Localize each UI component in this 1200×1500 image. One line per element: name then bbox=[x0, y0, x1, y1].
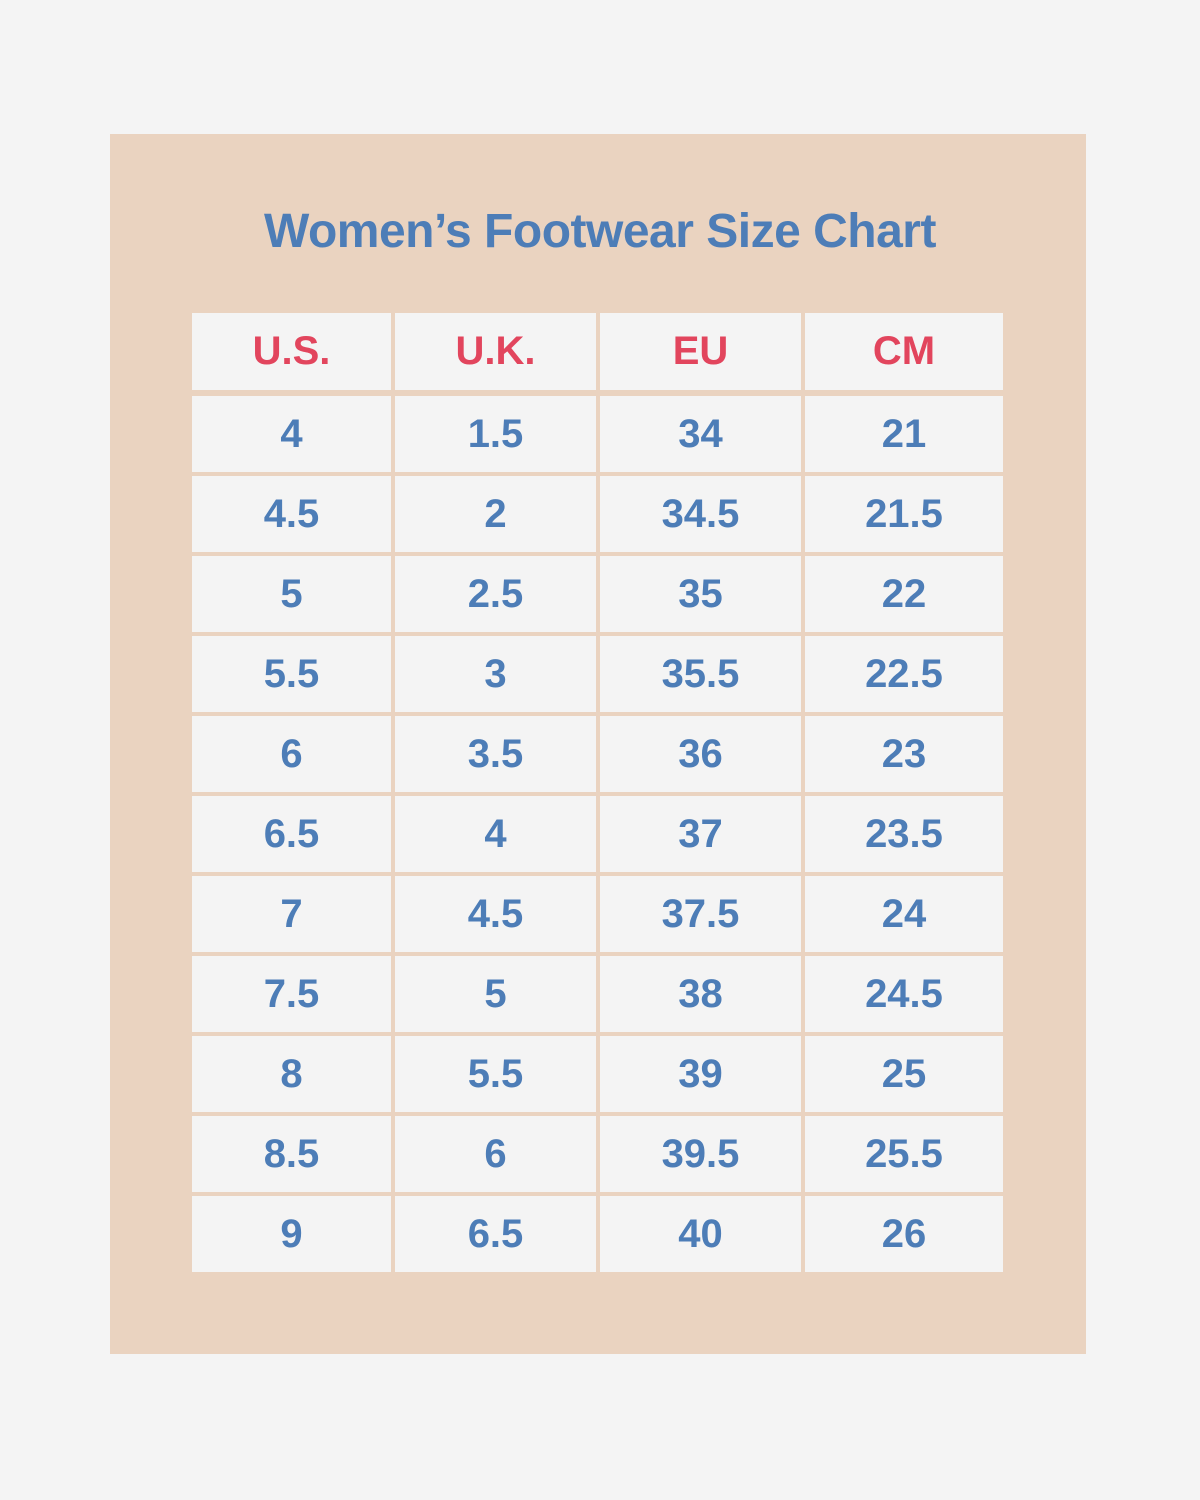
table-cell-us: 4.5 bbox=[192, 476, 391, 552]
table-cell-eu: 34 bbox=[600, 396, 801, 472]
table-cell-us: 4 bbox=[192, 396, 391, 472]
table-cell-cm: 23.5 bbox=[805, 796, 1003, 872]
table-cell-us: 8.5 bbox=[192, 1116, 391, 1192]
table-row: 8.5 6 39.5 25.5 bbox=[192, 1116, 1003, 1192]
column-header-us: U.S. bbox=[192, 313, 391, 390]
size-table: U.S. U.K. EU CM 4 1.5 34 21 4.5 2 34.5 21.5 5 2.5… bbox=[192, 313, 1003, 1276]
table-cell-us: 9 bbox=[192, 1196, 391, 1272]
table-cell-us: 6 bbox=[192, 716, 391, 792]
table-cell-eu: 38 bbox=[600, 956, 801, 1032]
table-cell-us: 7.5 bbox=[192, 956, 391, 1032]
column-header-cm: CM bbox=[805, 313, 1003, 390]
table-cell-uk: 6 bbox=[395, 1116, 596, 1192]
table-cell-eu: 36 bbox=[600, 716, 801, 792]
table-cell-us: 5.5 bbox=[192, 636, 391, 712]
table-cell-cm: 21 bbox=[805, 396, 1003, 472]
table-cell-eu: 39 bbox=[600, 1036, 801, 1112]
table-row: 4.5 2 34.5 21.5 bbox=[192, 476, 1003, 552]
table-cell-cm: 22.5 bbox=[805, 636, 1003, 712]
table-cell-us: 6.5 bbox=[192, 796, 391, 872]
table-row: 5 2.5 35 22 bbox=[192, 556, 1003, 632]
table-cell-uk: 1.5 bbox=[395, 396, 596, 472]
table-cell-us: 7 bbox=[192, 876, 391, 952]
table-cell-eu: 39.5 bbox=[600, 1116, 801, 1192]
column-header-eu: EU bbox=[600, 313, 801, 390]
table-cell-eu: 35.5 bbox=[600, 636, 801, 712]
table-cell-cm: 25.5 bbox=[805, 1116, 1003, 1192]
table-cell-eu: 37.5 bbox=[600, 876, 801, 952]
table-cell-us: 8 bbox=[192, 1036, 391, 1112]
table-cell-uk: 3.5 bbox=[395, 716, 596, 792]
table-cell-eu: 40 bbox=[600, 1196, 801, 1272]
column-header-uk: U.K. bbox=[395, 313, 596, 390]
table-cell-uk: 5.5 bbox=[395, 1036, 596, 1112]
table-cell-uk: 6.5 bbox=[395, 1196, 596, 1272]
table-cell-cm: 25 bbox=[805, 1036, 1003, 1112]
table-row: 9 6.5 40 26 bbox=[192, 1196, 1003, 1272]
table-cell-uk: 2.5 bbox=[395, 556, 596, 632]
table-cell-uk: 3 bbox=[395, 636, 596, 712]
table-header-row: U.S. U.K. EU CM bbox=[192, 313, 1003, 390]
chart-title: Women’s Footwear Size Chart bbox=[264, 205, 936, 258]
table-cell-uk: 2 bbox=[395, 476, 596, 552]
table-cell-cm: 21.5 bbox=[805, 476, 1003, 552]
table-row: 6.5 4 37 23.5 bbox=[192, 796, 1003, 872]
table-cell-cm: 24 bbox=[805, 876, 1003, 952]
table-cell-cm: 22 bbox=[805, 556, 1003, 632]
table-row: 7 4.5 37.5 24 bbox=[192, 876, 1003, 952]
table-body: 4 1.5 34 21 4.5 2 34.5 21.5 5 2.5 35 22 5.5 3 35.5 22.5… bbox=[192, 396, 1003, 1272]
table-row: 4 1.5 34 21 bbox=[192, 396, 1003, 472]
table-row: 5.5 3 35.5 22.5 bbox=[192, 636, 1003, 712]
table-row: 6 3.5 36 23 bbox=[192, 716, 1003, 792]
table-cell-cm: 26 bbox=[805, 1196, 1003, 1272]
table-cell-cm: 23 bbox=[805, 716, 1003, 792]
table-cell-uk: 4 bbox=[395, 796, 596, 872]
table-cell-us: 5 bbox=[192, 556, 391, 632]
table-cell-cm: 24.5 bbox=[805, 956, 1003, 1032]
table-cell-eu: 34.5 bbox=[600, 476, 801, 552]
table-cell-eu: 35 bbox=[600, 556, 801, 632]
table-row: 7.5 5 38 24.5 bbox=[192, 956, 1003, 1032]
table-cell-uk: 4.5 bbox=[395, 876, 596, 952]
table-cell-uk: 5 bbox=[395, 956, 596, 1032]
table-cell-eu: 37 bbox=[600, 796, 801, 872]
table-row: 8 5.5 39 25 bbox=[192, 1036, 1003, 1112]
